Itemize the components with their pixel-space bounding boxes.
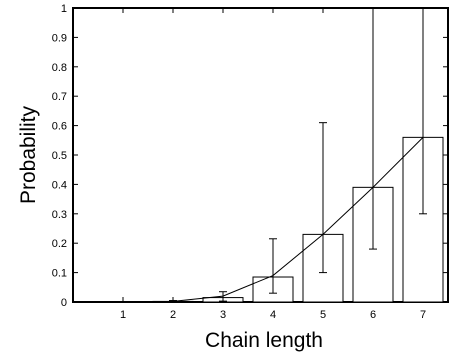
y-tick-label: 0: [61, 297, 67, 309]
x-tick-label: 4: [270, 309, 276, 321]
fit-line: [122, 137, 424, 303]
y-tick-label: 0.2: [52, 238, 67, 250]
y-axis-title: Probability: [17, 105, 40, 204]
x-tick-label: 1: [120, 309, 126, 321]
y-tick-label: 0.7: [52, 91, 67, 103]
y-tick-label: 0.1: [52, 268, 67, 280]
y-tick-label: 0.9: [52, 32, 67, 44]
x-tick-label: 3: [220, 309, 226, 321]
y-tick-label: 1: [61, 3, 67, 15]
x-tick-label: 5: [320, 309, 326, 321]
x-tick-label: 6: [370, 309, 376, 321]
y-tick-label: 0.4: [52, 179, 67, 191]
x-axis-title: Chain length: [205, 329, 323, 352]
x-tick-label: 2: [170, 309, 176, 321]
y-tick-label: 0.6: [52, 121, 67, 133]
y-tick-label: 0.5: [52, 150, 67, 162]
plot-area: 0 0.1 0.2 0.3 0.4 0.5 0.6 0.7 0.8 0.9 1 1 2 3 4 5 6 7: [52, 3, 449, 321]
y-tick-label: 0.3: [52, 209, 67, 221]
y-tick-label: 0.8: [52, 62, 67, 74]
x-tick-label: 7: [420, 309, 426, 321]
